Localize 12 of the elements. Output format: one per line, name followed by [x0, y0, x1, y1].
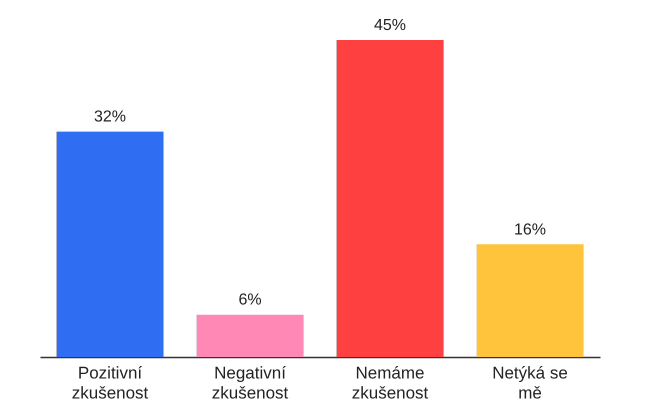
bar — [476, 244, 584, 357]
bar — [336, 40, 444, 357]
bar — [196, 314, 304, 357]
x-tick-label: Netýká se mě — [492, 364, 568, 402]
data-label: 32% — [94, 108, 126, 126]
data-label: 6% — [238, 292, 262, 309]
x-tick-label: Nemáme zkušenost — [352, 364, 429, 402]
data-label: 16% — [514, 221, 546, 238]
bar — [56, 132, 164, 357]
x-tick-label: Negativní zkušenost — [212, 364, 289, 402]
x-tick-label: Pozitivní zkušenost — [72, 364, 149, 402]
data-label: 45% — [374, 17, 406, 34]
